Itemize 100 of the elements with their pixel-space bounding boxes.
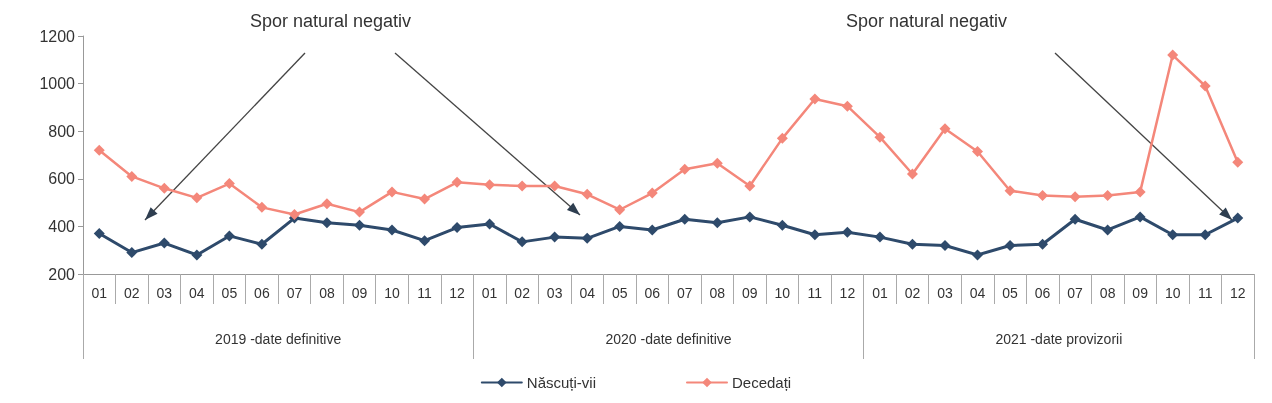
y-tick-label: 1200 [39, 27, 76, 45]
point [809, 93, 821, 105]
point [614, 220, 626, 232]
point [939, 239, 951, 251]
x-tick-label: 06 [254, 285, 270, 301]
x-tick-label: 09 [1132, 285, 1149, 301]
point [1102, 224, 1114, 236]
point [353, 206, 365, 218]
x-tick-label: 08 [1099, 285, 1116, 301]
point [1102, 189, 1114, 201]
x-tick-label: 07 [1067, 285, 1084, 301]
point [809, 229, 821, 241]
point [711, 217, 723, 229]
x-tick-label: 12 [839, 285, 856, 301]
point [646, 224, 658, 236]
point [1167, 49, 1179, 61]
point [256, 201, 268, 213]
x-tick-label: 08 [319, 285, 335, 301]
point [972, 249, 984, 261]
point [321, 217, 333, 229]
point [874, 131, 886, 143]
point [191, 249, 203, 261]
point [744, 211, 756, 223]
x-tick-label: 06 [644, 285, 661, 301]
point [451, 176, 463, 188]
point [288, 209, 300, 220]
point [549, 180, 561, 192]
x-tick-label: 04 [189, 285, 205, 301]
point [516, 236, 528, 248]
point [906, 168, 918, 180]
point [158, 237, 170, 249]
x-tick-label: 04 [969, 285, 986, 301]
point [972, 145, 984, 157]
x-tick-label: 05 [611, 285, 628, 301]
point [581, 188, 593, 200]
point [223, 230, 235, 242]
point [93, 228, 105, 240]
point [744, 180, 756, 192]
point [841, 100, 853, 112]
legend-label: Decedați [731, 374, 792, 391]
point [711, 157, 723, 169]
point [451, 222, 463, 234]
point [1037, 238, 1049, 250]
point [1004, 185, 1016, 197]
point [126, 247, 138, 259]
x-tick-label: 09 [742, 285, 758, 301]
x-tick-label: 05 [1002, 285, 1019, 301]
text: 2019 -date definitive [215, 331, 342, 347]
point [1037, 189, 1049, 201]
text: Spor natural negativ [250, 11, 412, 31]
point [679, 213, 691, 225]
point [1069, 191, 1081, 203]
point [679, 163, 691, 175]
x-tick-label: 06 [1034, 285, 1051, 301]
point [158, 182, 170, 194]
point [126, 170, 138, 182]
legend-label: Născuți-vii [526, 374, 596, 391]
x-tick-label: 01 [481, 285, 498, 301]
x-tick-label: 02 [514, 285, 531, 301]
point [1004, 239, 1016, 251]
point [191, 192, 203, 204]
y-tick-label: 600 [48, 170, 76, 188]
x-tick-label: 07 [286, 285, 303, 301]
x-tick-label: 01 [872, 285, 888, 301]
x-tick-label: 12 [1229, 285, 1246, 301]
y-tick-label: 200 [48, 265, 76, 283]
x-tick-label: 07 [676, 285, 693, 301]
point [646, 187, 658, 199]
x-tick-label: 11 [1197, 285, 1213, 301]
point [1069, 213, 1081, 225]
x-tick-label: 03 [546, 285, 563, 301]
x-tick-label: 12 [449, 285, 466, 301]
point [1134, 186, 1146, 198]
point [1232, 156, 1244, 168]
point [419, 235, 431, 247]
point [419, 193, 431, 205]
x-tick-label: 10 [384, 285, 401, 301]
point [1232, 212, 1244, 224]
point [841, 226, 853, 238]
x-tick-label: 05 [221, 285, 238, 301]
point [386, 224, 398, 236]
point [1199, 229, 1211, 241]
x-tick-label: 09 [351, 285, 368, 301]
text: 2020 -date definitive [605, 331, 732, 347]
point [93, 144, 105, 156]
x-tick-label: 02 [124, 285, 140, 301]
point [776, 132, 788, 144]
x-tick-label: 11 [417, 285, 433, 301]
point [776, 219, 788, 231]
point [256, 238, 268, 250]
point [223, 178, 235, 190]
x-tick-label: 01 [91, 285, 108, 301]
x-tick-label: 02 [904, 285, 921, 301]
y-tick-label: 1000 [39, 75, 76, 93]
point [1134, 211, 1146, 223]
point [939, 123, 951, 135]
point [484, 218, 496, 230]
x-tick-label: 11 [807, 285, 823, 301]
point [516, 180, 528, 192]
x-tick-label: 08 [709, 285, 726, 301]
